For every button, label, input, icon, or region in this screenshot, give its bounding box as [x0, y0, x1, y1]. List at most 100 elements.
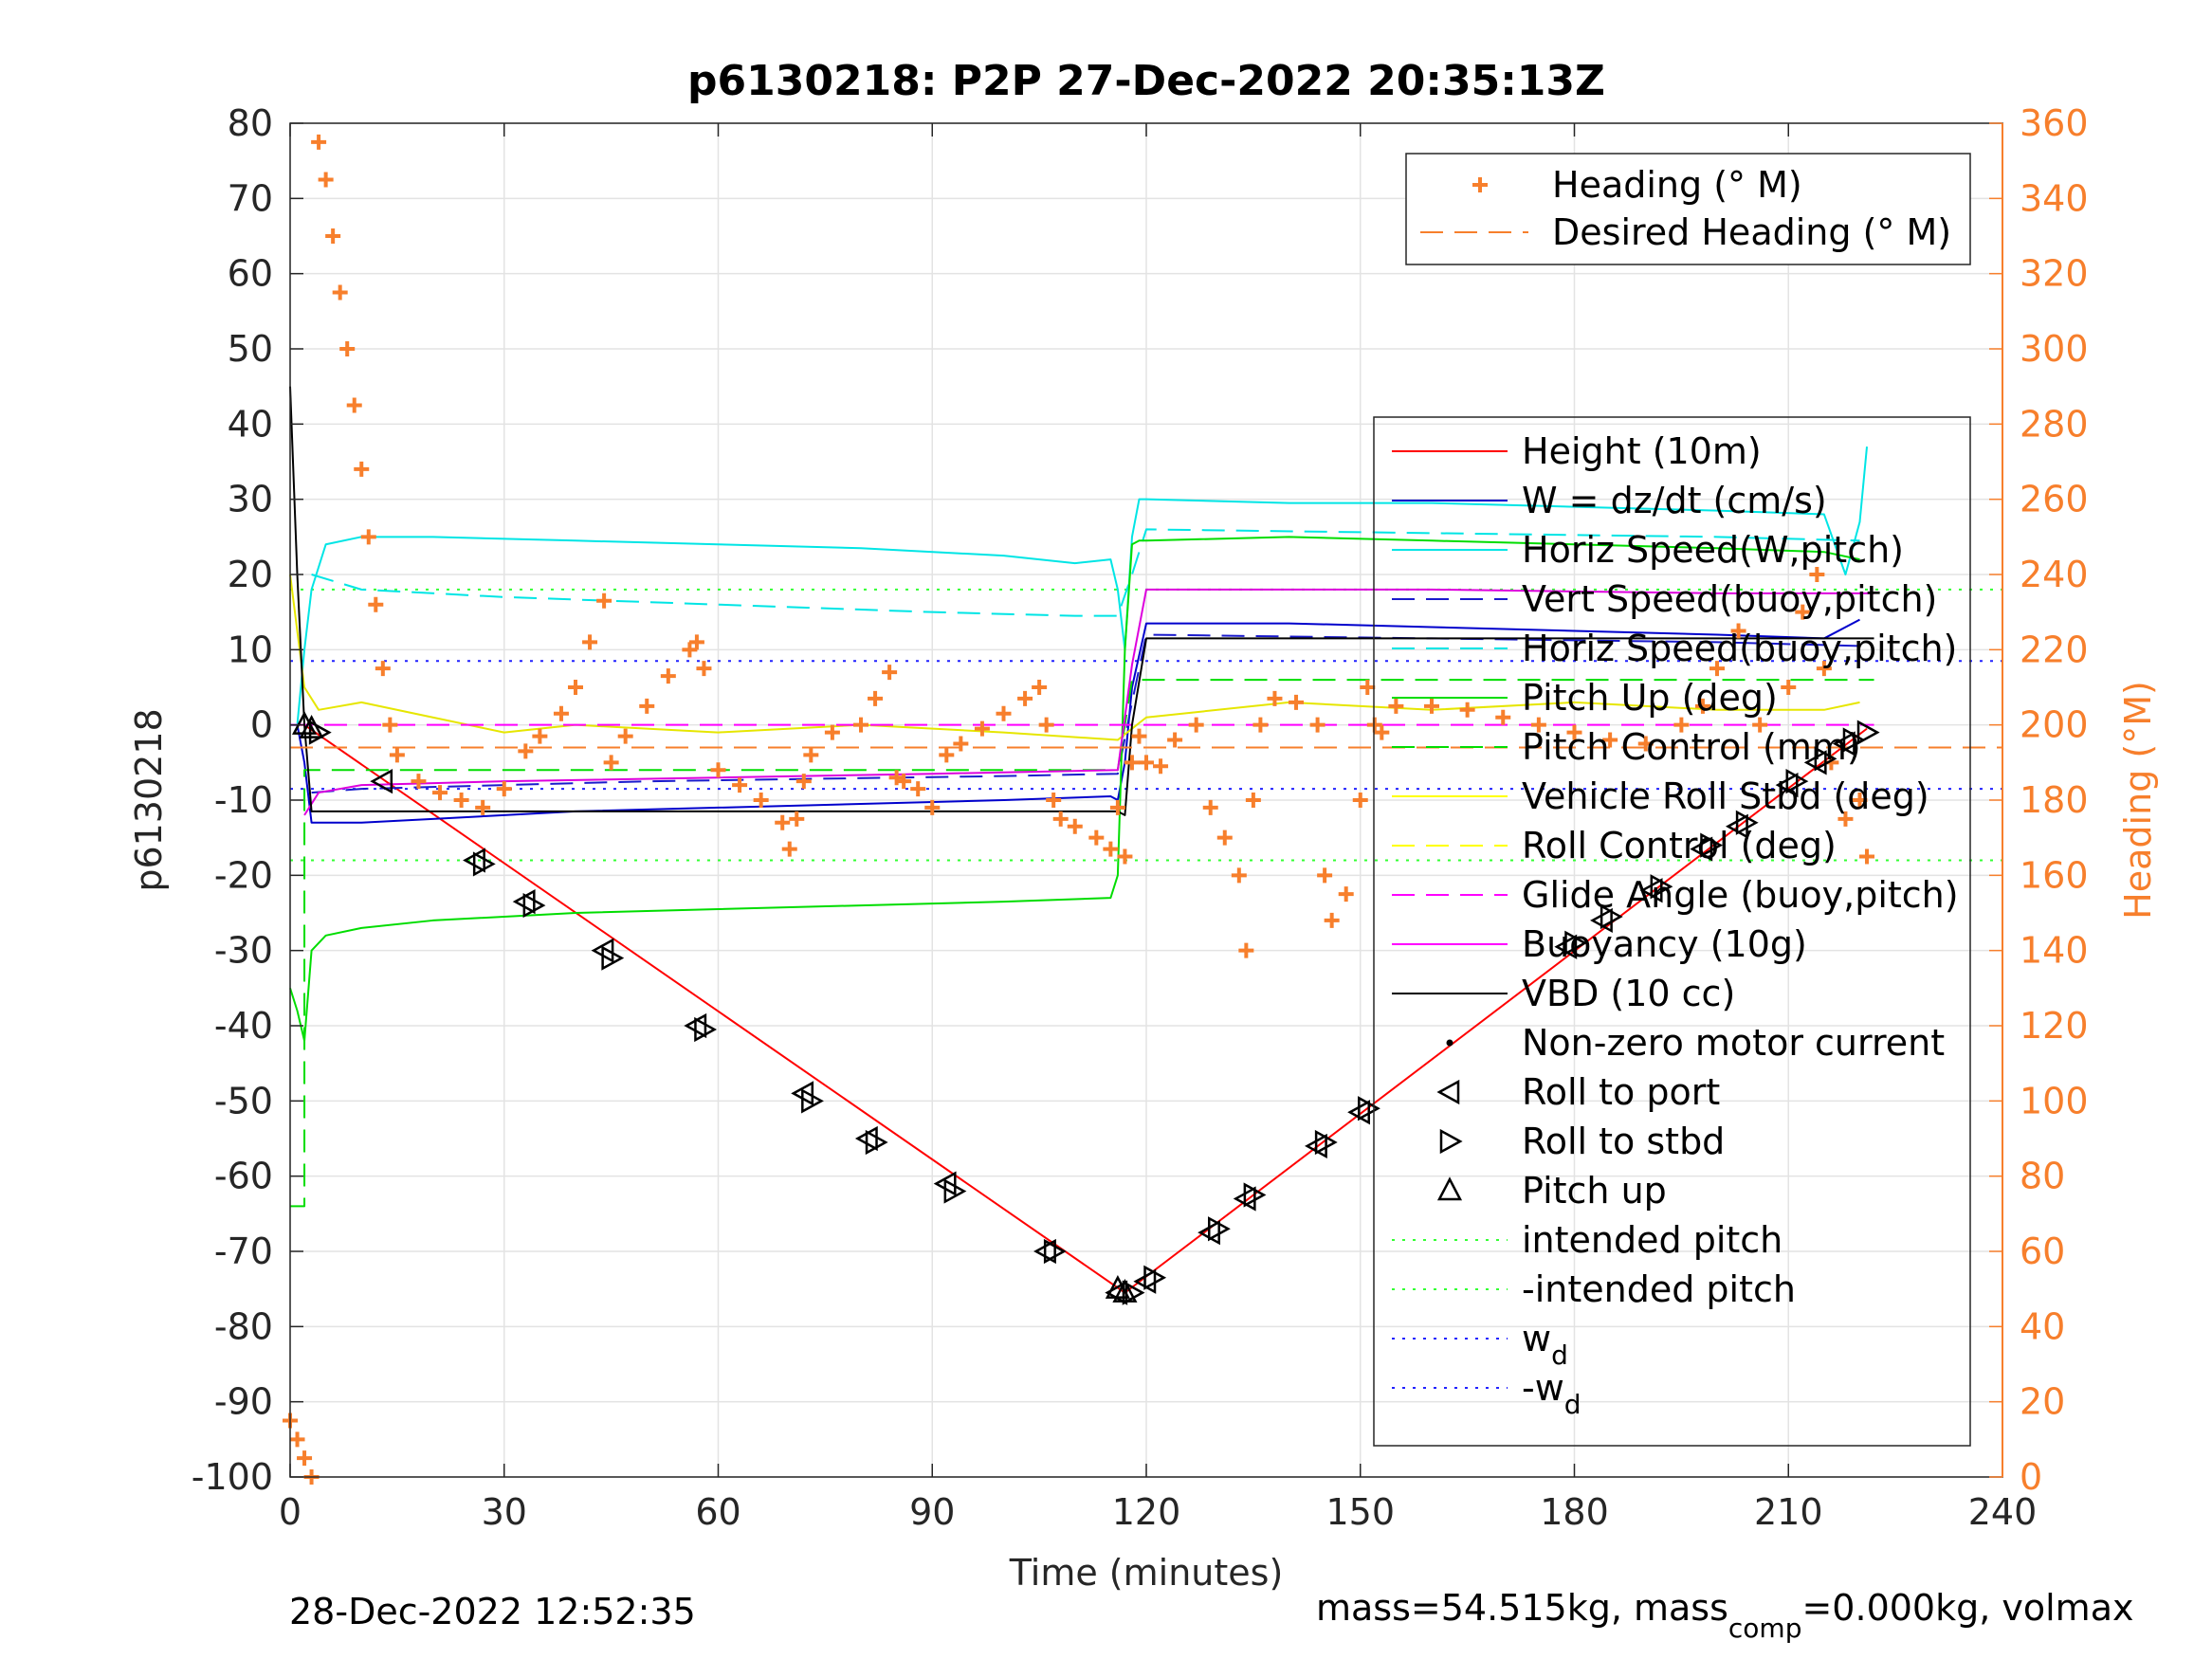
heading-point — [553, 705, 569, 721]
heading-point — [1309, 717, 1325, 733]
heading-point — [382, 717, 398, 733]
axes: 0 30 60 90 120 150 180 210 240-100-90-80-70-60-5… — [192, 102, 2089, 1533]
roll-to-stbd-marker-shape — [1650, 874, 1673, 900]
heading-point — [475, 799, 491, 815]
heading-plus-mark — [568, 680, 583, 695]
x-tick-label: 120 — [1112, 1491, 1181, 1533]
heading-plus-mark — [924, 799, 941, 815]
roll-to-port-marker — [370, 769, 393, 794]
y-tick-label-right: 120 — [2020, 1005, 2089, 1047]
legend-heading-label: Heading (° M) — [1552, 164, 1802, 206]
roll-to-stbd-marker — [694, 1016, 718, 1043]
heading-point — [1046, 793, 1062, 808]
y-tick-label-right: 40 — [2020, 1305, 2065, 1347]
heading-plus-mark — [1017, 690, 1033, 706]
roll-to-stbd-marker — [1314, 1129, 1338, 1156]
legend-symbol-shape — [1436, 1176, 1463, 1201]
heading-point — [732, 777, 748, 793]
heading-series — [283, 134, 2002, 1485]
y-tick-label-left: 0 — [250, 704, 273, 746]
heading-point — [775, 814, 791, 830]
legend-label-sub: d — [1551, 1340, 1568, 1371]
heading-plus-mark — [1131, 728, 1147, 744]
heading-point — [1852, 793, 1868, 808]
y-tick-label-left: -90 — [214, 1381, 273, 1423]
heading-plus-mark — [1602, 732, 1618, 748]
heading-plus-mark — [1637, 736, 1654, 752]
heading-plus-mark — [1673, 717, 1690, 733]
y-tick-label-right: 140 — [2020, 930, 2089, 972]
legend-label: Buoyancy (10g) — [1522, 923, 1807, 965]
heading-point — [853, 717, 868, 733]
heading-plus-mark — [1424, 698, 1439, 714]
heading-point — [1352, 793, 1368, 808]
roll-to-stbd-marker — [1208, 1216, 1231, 1242]
heading-point — [803, 747, 819, 763]
heading-point — [1809, 567, 1825, 582]
y-tick-label-left: -100 — [192, 1456, 273, 1498]
heading-point — [1216, 830, 1233, 846]
legend-symbol — [1436, 1176, 1463, 1201]
roll-to-stbd-marker — [1600, 903, 1623, 930]
series-line — [290, 447, 1869, 726]
heading-plus-mark — [603, 755, 619, 771]
roll-to-stbd-marker — [1700, 832, 1724, 858]
heading-point — [1324, 912, 1340, 928]
heading-plus-mark — [1238, 942, 1254, 958]
heading-point — [1117, 848, 1133, 865]
heading-plus-mark — [996, 705, 1012, 721]
y-tick-label-left: -60 — [214, 1156, 273, 1197]
heading-plus-mark — [953, 736, 969, 752]
heading-plus-mark — [553, 705, 569, 721]
x-tick-label: 180 — [1540, 1491, 1609, 1533]
heading-plus-mark — [382, 717, 398, 733]
legend-symbol — [1439, 1128, 1463, 1155]
heading-point — [1017, 690, 1033, 706]
x-tick-label: 0 — [279, 1491, 302, 1533]
heading-point — [996, 705, 1012, 721]
legend-label: Pitch Up (deg) — [1522, 677, 1778, 719]
heading-plus-mark — [1032, 680, 1048, 695]
y-tick-label-left: 80 — [228, 102, 273, 144]
heading-point — [432, 785, 448, 801]
roll-to-stbd-marker-shape — [1700, 832, 1724, 858]
heading-plus-mark — [1109, 799, 1125, 815]
legend-label: -intended pitch — [1522, 1268, 1796, 1310]
x-tick-label: 30 — [482, 1491, 527, 1533]
heading-plus-mark — [617, 728, 633, 744]
footer-mass-part2: =0.000kg, volmax — [1801, 1587, 2133, 1629]
roll-to-stbd-marker-shape — [1043, 1238, 1067, 1265]
heading-point — [1837, 811, 1854, 827]
heading-point — [1495, 709, 1511, 725]
heading-plus-mark — [475, 799, 491, 815]
heading-point — [1153, 758, 1169, 775]
x-tick-label: 90 — [909, 1491, 955, 1533]
roll-to-stbd-marker-shape — [1243, 1182, 1267, 1208]
heading-point — [1267, 690, 1283, 706]
heading-plus-mark — [1188, 717, 1204, 733]
heading-point — [1124, 755, 1140, 771]
legend-label: Vehicle Roll Stbd (deg) — [1522, 775, 1929, 817]
heading-point — [1088, 830, 1105, 846]
roll-to-stbd-marker — [865, 1129, 888, 1156]
roll-to-stbd-marker-shape — [1842, 727, 1866, 753]
legend-heading-label: Desired Heading (° M) — [1552, 211, 1951, 253]
heading-plus-mark — [1809, 567, 1825, 582]
heading-plus-mark — [1245, 793, 1261, 808]
heading-plus-mark — [1324, 912, 1340, 928]
heading-plus-mark — [1694, 698, 1710, 714]
heading-point — [953, 736, 969, 752]
footer-mass-sub: comp — [1728, 1613, 1802, 1644]
heading-plus-mark — [1317, 867, 1333, 884]
heading-point — [297, 1450, 313, 1467]
legend-label: VBD (10 cc) — [1522, 973, 1735, 1014]
heading-point — [453, 793, 469, 808]
legend-label: intended pitch — [1522, 1219, 1782, 1261]
legend-label: Pitch up — [1522, 1170, 1667, 1212]
heading-plus-mark — [824, 724, 840, 740]
heading-plus-mark — [1139, 755, 1154, 771]
heading-point — [924, 799, 941, 815]
heading-point — [582, 634, 598, 650]
heading-point — [1052, 811, 1069, 827]
